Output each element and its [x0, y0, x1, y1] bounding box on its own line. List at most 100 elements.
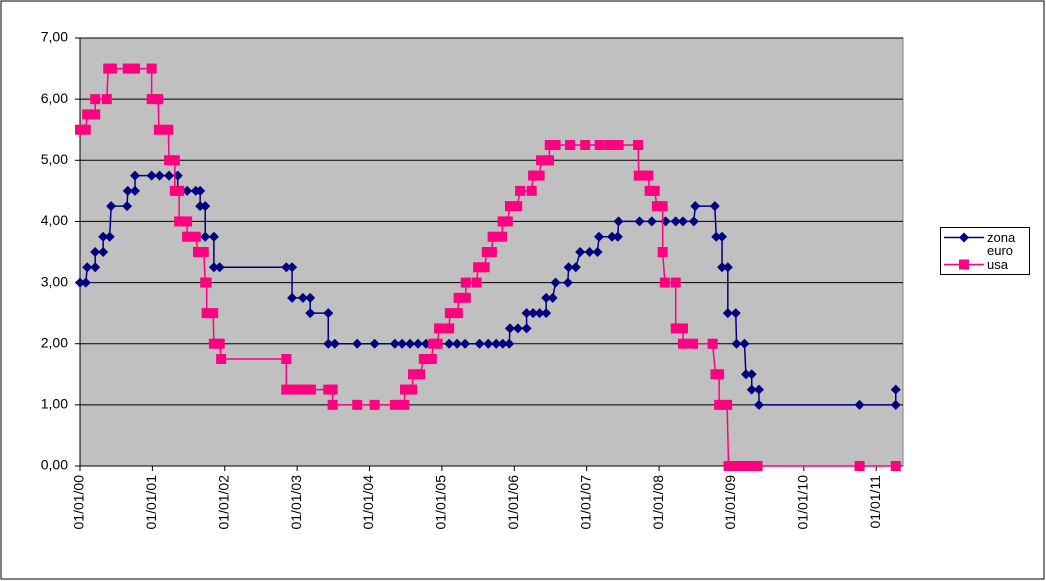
square-marker	[208, 338, 219, 349]
square-marker	[153, 124, 164, 135]
square-marker	[657, 247, 668, 257]
x-tick-label: 01/01/04	[360, 475, 376, 530]
square-marker	[418, 354, 429, 364]
square-marker	[744, 461, 755, 471]
square-marker	[146, 94, 157, 105]
diamond-marker	[195, 185, 206, 196]
square-marker	[305, 384, 316, 395]
diamond-marker	[550, 277, 561, 288]
diamond-marker	[130, 185, 141, 196]
diamond-marker	[491, 338, 502, 349]
square-marker	[400, 384, 411, 395]
diamond-marker	[352, 338, 363, 349]
x-tick-label: 01/01/10	[795, 475, 811, 530]
diamond-marker	[98, 247, 109, 257]
square-marker	[169, 155, 180, 166]
legend-item: zona euro	[941, 231, 1029, 257]
diamond-marker	[607, 231, 618, 242]
square-marker	[670, 323, 681, 334]
diamond-marker	[746, 369, 757, 380]
legend-swatch	[944, 232, 984, 243]
square-marker	[415, 369, 426, 380]
diamond-marker	[474, 338, 485, 349]
diamond-marker	[570, 262, 581, 273]
diamond-marker	[122, 201, 133, 212]
diamond-marker	[90, 247, 101, 257]
diamond-marker	[444, 338, 455, 349]
square-marker	[460, 277, 471, 288]
square-marker	[82, 109, 93, 120]
square-marker	[444, 323, 455, 334]
diamond-marker	[82, 262, 93, 273]
diamond-marker	[731, 338, 742, 349]
square-marker	[714, 369, 725, 380]
diamond-marker	[397, 338, 408, 349]
square-marker	[536, 155, 547, 166]
square-marker	[208, 308, 219, 319]
square-marker	[174, 216, 185, 227]
square-marker	[122, 63, 133, 74]
square-marker	[163, 124, 174, 135]
diamond-marker	[460, 338, 471, 349]
square-marker	[399, 399, 410, 410]
square-marker	[550, 140, 561, 150]
diamond-marker	[405, 338, 416, 349]
diamond-marker	[80, 277, 91, 288]
square-marker	[512, 201, 523, 212]
square-marker	[327, 399, 338, 410]
diamond-marker	[959, 232, 969, 243]
square-marker	[352, 399, 363, 410]
square-marker	[677, 323, 688, 334]
diamond-marker	[563, 262, 574, 273]
diamond-marker	[287, 292, 298, 303]
diamond-marker	[593, 231, 604, 242]
square-marker	[657, 201, 668, 212]
diamond-marker	[214, 262, 225, 273]
square-marker	[182, 216, 193, 227]
diamond-marker	[717, 231, 728, 242]
square-marker	[515, 185, 526, 196]
legend-label: zona euro	[987, 230, 1016, 258]
diamond-marker	[739, 338, 750, 349]
square-marker	[90, 94, 101, 105]
square-marker	[604, 140, 615, 150]
square-marker	[290, 384, 301, 395]
square-marker	[101, 94, 112, 105]
square-marker	[434, 323, 445, 334]
y-tick-label: 3,00	[41, 273, 68, 289]
square-marker	[890, 461, 901, 471]
square-marker	[688, 338, 699, 349]
diamond-marker	[329, 338, 340, 349]
square-marker	[613, 140, 624, 150]
square-marker	[146, 63, 157, 74]
diamond-marker	[369, 338, 380, 349]
diamond-marker	[287, 262, 298, 273]
square-marker	[854, 461, 865, 471]
legend-item: usa	[941, 258, 1029, 271]
square-marker	[190, 231, 201, 242]
square-marker	[281, 384, 292, 395]
diamond-marker	[613, 216, 624, 227]
square-marker	[487, 231, 498, 242]
square-marker	[407, 384, 418, 395]
square-marker	[633, 140, 644, 150]
diamond-marker	[534, 308, 545, 319]
y-tick-label: 2,00	[41, 334, 68, 350]
square-marker	[106, 63, 117, 74]
square-marker	[714, 399, 725, 410]
diamond-marker	[154, 170, 165, 181]
square-marker	[90, 109, 101, 120]
x-tick-label: 01/01/08	[650, 475, 666, 530]
x-tick-label: 01/01/11	[867, 475, 883, 529]
diamond-marker	[677, 216, 688, 227]
diamond-marker	[890, 384, 901, 395]
square-marker	[504, 201, 515, 212]
diamond-marker	[722, 262, 733, 273]
square-marker	[727, 461, 738, 471]
square-marker	[80, 124, 91, 135]
square-marker	[153, 94, 164, 105]
diamond-marker	[634, 216, 645, 227]
square-marker	[452, 308, 463, 319]
square-marker	[486, 247, 497, 257]
